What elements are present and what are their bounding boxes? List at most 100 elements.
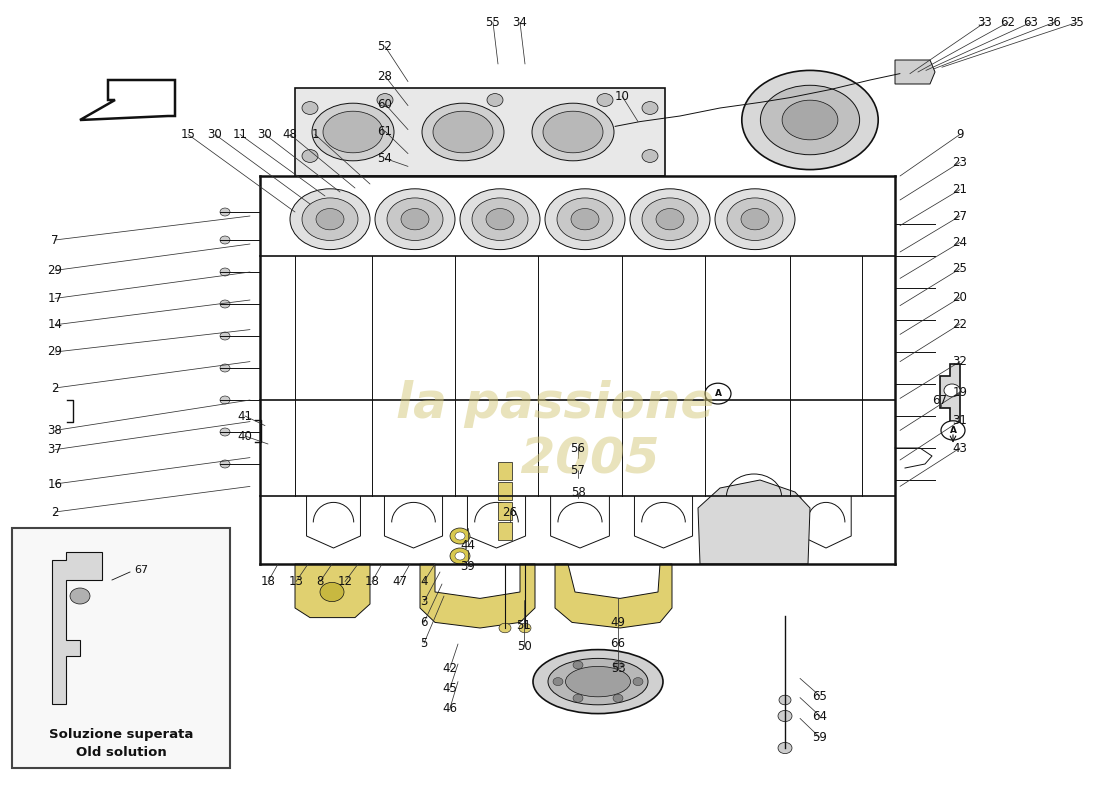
Text: 53: 53 xyxy=(610,662,626,674)
Text: 60: 60 xyxy=(377,98,393,110)
Ellipse shape xyxy=(375,189,455,250)
Circle shape xyxy=(613,661,623,669)
Circle shape xyxy=(220,332,230,340)
Polygon shape xyxy=(52,552,102,704)
Ellipse shape xyxy=(544,189,625,250)
Circle shape xyxy=(553,678,563,686)
Text: 67: 67 xyxy=(134,565,148,574)
Text: 6: 6 xyxy=(420,616,428,629)
Ellipse shape xyxy=(642,198,698,241)
Bar xyxy=(498,502,512,520)
Ellipse shape xyxy=(316,209,344,230)
Text: 18: 18 xyxy=(261,575,275,588)
Text: 49: 49 xyxy=(610,616,626,629)
Text: 46: 46 xyxy=(442,702,458,714)
Circle shape xyxy=(220,236,230,244)
Ellipse shape xyxy=(433,111,493,153)
Text: 33: 33 xyxy=(978,16,992,29)
Circle shape xyxy=(642,102,658,114)
Circle shape xyxy=(487,94,503,106)
Text: 24: 24 xyxy=(953,236,968,249)
Text: 66: 66 xyxy=(610,637,626,650)
Text: 45: 45 xyxy=(442,682,458,694)
Ellipse shape xyxy=(387,198,443,241)
Ellipse shape xyxy=(548,658,648,705)
Ellipse shape xyxy=(656,209,684,230)
Ellipse shape xyxy=(402,209,429,230)
Bar xyxy=(498,462,512,480)
Text: 9: 9 xyxy=(956,128,964,141)
Text: 34: 34 xyxy=(513,16,527,29)
Ellipse shape xyxy=(565,666,630,697)
Circle shape xyxy=(450,528,470,544)
Circle shape xyxy=(632,678,644,686)
Text: 38: 38 xyxy=(47,424,63,437)
Text: 55: 55 xyxy=(485,16,501,29)
Ellipse shape xyxy=(486,209,514,230)
Circle shape xyxy=(450,548,470,564)
Circle shape xyxy=(613,694,623,702)
Circle shape xyxy=(499,623,512,633)
Text: A: A xyxy=(949,426,957,435)
FancyBboxPatch shape xyxy=(12,528,230,768)
Text: Old solution: Old solution xyxy=(76,746,166,758)
Text: 4: 4 xyxy=(420,575,428,588)
Text: 57: 57 xyxy=(571,464,585,477)
Text: 50: 50 xyxy=(517,640,531,653)
Polygon shape xyxy=(698,480,810,564)
Polygon shape xyxy=(940,364,960,432)
Text: 20: 20 xyxy=(953,291,967,304)
Text: A: A xyxy=(715,389,722,398)
Circle shape xyxy=(320,582,344,602)
Text: 36: 36 xyxy=(1046,16,1062,29)
Text: 26: 26 xyxy=(503,506,517,518)
Circle shape xyxy=(944,384,960,397)
Ellipse shape xyxy=(630,189,710,250)
Ellipse shape xyxy=(741,70,878,170)
Text: 35: 35 xyxy=(1069,16,1085,29)
Text: 12: 12 xyxy=(338,575,352,588)
Text: 2: 2 xyxy=(52,506,58,518)
Text: 3: 3 xyxy=(420,595,428,608)
Circle shape xyxy=(220,460,230,468)
Polygon shape xyxy=(420,564,535,628)
Text: 2: 2 xyxy=(52,382,58,394)
Circle shape xyxy=(220,428,230,436)
Circle shape xyxy=(642,150,658,162)
Text: 17: 17 xyxy=(47,292,63,305)
Ellipse shape xyxy=(715,189,795,250)
Circle shape xyxy=(220,208,230,216)
Text: 29: 29 xyxy=(47,346,63,358)
Text: la passione
    2005: la passione 2005 xyxy=(396,380,714,484)
Text: 32: 32 xyxy=(953,355,967,368)
Text: 40: 40 xyxy=(238,430,252,442)
Text: 59: 59 xyxy=(813,731,827,744)
Circle shape xyxy=(70,588,90,604)
Bar xyxy=(295,88,666,176)
Circle shape xyxy=(220,268,230,276)
Text: 13: 13 xyxy=(288,575,304,588)
Ellipse shape xyxy=(534,650,663,714)
Text: 15: 15 xyxy=(180,128,196,141)
Polygon shape xyxy=(295,564,370,618)
Ellipse shape xyxy=(543,111,603,153)
Text: 52: 52 xyxy=(377,40,393,53)
Circle shape xyxy=(573,661,583,669)
Ellipse shape xyxy=(557,198,613,241)
Circle shape xyxy=(779,695,791,705)
Circle shape xyxy=(705,383,732,404)
Ellipse shape xyxy=(290,189,370,250)
Text: 54: 54 xyxy=(377,152,393,165)
Polygon shape xyxy=(556,564,672,628)
Text: 11: 11 xyxy=(232,128,248,141)
Text: 48: 48 xyxy=(283,128,297,141)
Text: 10: 10 xyxy=(615,90,629,102)
Polygon shape xyxy=(895,60,935,84)
Ellipse shape xyxy=(422,103,504,161)
Text: Soluzione superata: Soluzione superata xyxy=(48,728,194,741)
Text: 5: 5 xyxy=(420,637,428,650)
Circle shape xyxy=(519,623,531,633)
Circle shape xyxy=(455,552,465,560)
Text: 14: 14 xyxy=(47,318,63,331)
Text: 47: 47 xyxy=(393,575,407,588)
